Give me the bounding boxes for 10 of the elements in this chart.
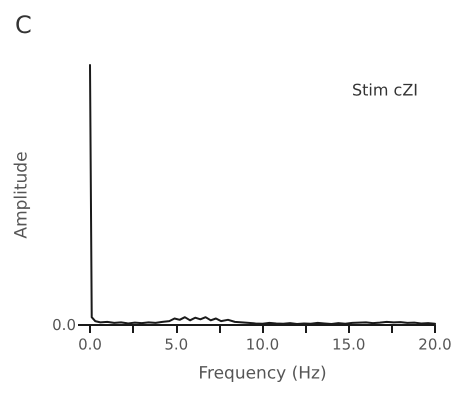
x-tick-label: 15.0 [332, 336, 366, 354]
x-tick-label: 0.0 [78, 336, 102, 354]
x-tick-label: 5.0 [164, 336, 188, 354]
chart-title: C [15, 11, 32, 39]
x-tick-label: 10.0 [246, 336, 280, 354]
x-axis-title: Frequency (Hz) [198, 364, 327, 384]
y-axis-title: Amplitude [12, 151, 32, 239]
x-tick-label: 20.0 [418, 336, 452, 354]
annotation: Stim cZI [352, 80, 418, 100]
text: 0.0 [52, 316, 76, 334]
